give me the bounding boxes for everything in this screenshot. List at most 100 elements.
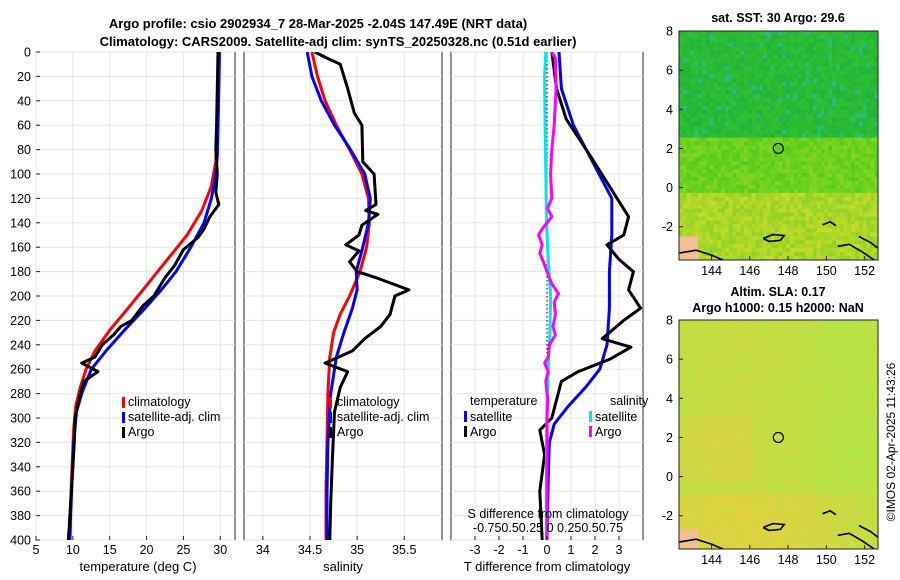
map-cell — [816, 355, 821, 360]
map-cell — [870, 331, 875, 337]
map-cell — [866, 165, 871, 170]
map-cell — [736, 106, 741, 111]
map-cell — [797, 42, 802, 48]
map-cell — [690, 347, 695, 352]
map-cell — [709, 117, 714, 123]
map-cell — [870, 228, 875, 233]
map-cell — [816, 129, 821, 135]
map-cell — [786, 406, 791, 412]
x-tick-label: 15 — [103, 543, 117, 557]
depth-tick-labels: 0204060801001201401601802002202402602803… — [10, 46, 40, 548]
map-cell — [682, 228, 688, 233]
map-cell — [851, 438, 856, 443]
map-cell — [709, 34, 714, 40]
map-cell — [755, 204, 760, 210]
map-cell — [747, 220, 753, 225]
map-cell — [728, 78, 733, 83]
map-cell — [774, 343, 779, 349]
map-cell — [843, 94, 848, 99]
map-cell — [816, 181, 821, 186]
map-cell — [709, 422, 714, 428]
map-cell — [690, 410, 695, 416]
map-cell — [820, 343, 825, 349]
map-cell — [747, 188, 753, 194]
map-cell — [728, 133, 733, 139]
map-cell — [721, 169, 726, 174]
map-cell — [713, 256, 718, 261]
map-cell — [778, 351, 783, 356]
map-cell — [705, 113, 711, 119]
map-cell — [736, 74, 741, 79]
map-cell — [786, 426, 791, 431]
map-cell — [713, 161, 718, 166]
map-cell — [801, 256, 806, 261]
depth-tick-label: 400 — [10, 534, 31, 548]
map-cell — [778, 208, 783, 214]
map-cell — [717, 82, 722, 87]
map-cell — [728, 414, 733, 420]
map-cell — [797, 363, 802, 368]
map-cell — [843, 434, 848, 439]
map-cell — [721, 414, 726, 420]
map-cell — [843, 351, 848, 356]
map-cell — [855, 145, 860, 150]
map-cell — [728, 248, 733, 253]
map-cell — [717, 320, 722, 325]
map-cell — [851, 355, 856, 360]
map-cell — [709, 54, 714, 60]
map-cell — [705, 232, 711, 237]
map-cell — [744, 212, 749, 217]
map-cell — [786, 165, 791, 170]
map-cell — [774, 339, 779, 345]
map-cell — [866, 359, 871, 364]
map-cell — [874, 82, 879, 87]
map-cell — [870, 402, 875, 408]
map-cell — [755, 320, 760, 325]
map-cell — [824, 38, 829, 44]
map-cell — [755, 74, 760, 79]
map-cell — [717, 398, 722, 404]
map-cell — [770, 418, 776, 424]
map-cell — [835, 375, 841, 380]
map-cell — [858, 323, 864, 329]
map-cell — [843, 82, 848, 87]
map-cell — [858, 157, 864, 162]
map-cell — [698, 331, 703, 337]
map-cell — [724, 236, 730, 241]
map-cell — [862, 31, 867, 36]
map-cell — [679, 149, 684, 154]
map-cell — [705, 196, 711, 202]
map-cell — [698, 149, 703, 154]
map-cell — [832, 62, 837, 67]
map-cell — [862, 54, 867, 60]
map-cell — [812, 38, 818, 44]
map-x-tick-label: 146 — [739, 264, 760, 278]
map-cell — [770, 82, 776, 87]
map-cell — [701, 86, 707, 91]
map-cell — [736, 359, 741, 364]
map-cell — [724, 391, 730, 396]
map-cell — [835, 98, 841, 103]
map-cell — [690, 169, 695, 174]
map-cell — [740, 141, 745, 146]
map-cell — [782, 256, 787, 261]
map-cell — [709, 395, 714, 400]
map-cell — [874, 145, 879, 150]
map-cell — [828, 149, 833, 154]
map-cell — [855, 141, 860, 146]
map-cell — [786, 418, 791, 424]
map-cell — [835, 387, 841, 392]
map-cell — [851, 196, 856, 202]
map-cell — [713, 359, 718, 364]
map-cell — [843, 66, 848, 71]
map-cell — [793, 339, 799, 345]
map-cell — [797, 402, 802, 408]
map-cell — [694, 145, 699, 150]
map-cell — [709, 200, 714, 206]
map-cell — [839, 50, 844, 56]
map-cell — [778, 212, 783, 217]
map-cell — [793, 438, 799, 443]
map-cell — [770, 86, 776, 91]
map-cell — [797, 232, 802, 237]
map-cell — [759, 418, 764, 424]
